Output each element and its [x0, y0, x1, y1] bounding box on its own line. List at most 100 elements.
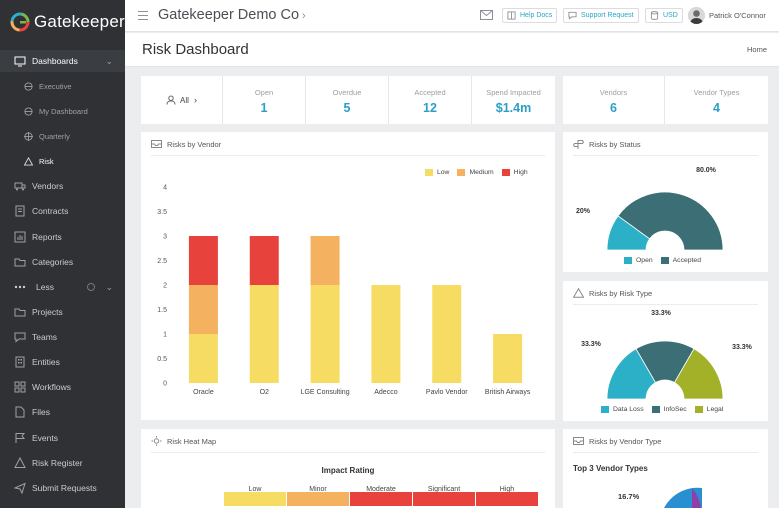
breadcrumb[interactable]: Home	[746, 45, 767, 54]
legend-item-legal[interactable]: Legal	[694, 406, 723, 413]
active-nav-highlight	[0, 50, 125, 72]
bar-segment[interactable]	[188, 334, 218, 383]
bar-segment[interactable]	[493, 334, 523, 383]
stat-label: Accepted	[414, 88, 446, 97]
heatmap-cell[interactable]	[413, 492, 475, 506]
sidebar-item-reports[interactable]: Reports	[0, 226, 125, 248]
currency-button[interactable]: USD	[645, 8, 683, 23]
sidebar-item-entities[interactable]: Entities	[0, 351, 125, 373]
legend-label: Low	[437, 169, 450, 176]
heatmap-column-label: Minor	[309, 486, 327, 493]
bar-segment[interactable]	[188, 285, 218, 334]
legend-item-data-loss[interactable]: Data Loss	[601, 406, 644, 413]
stat-vendor-types[interactable]: Vendor Types 4	[665, 76, 768, 124]
bar-segment[interactable]	[310, 285, 340, 383]
sidebar-item-contracts[interactable]: Contracts	[0, 200, 125, 222]
sidebar-item-label: Quarterly	[39, 131, 70, 141]
risks-by-vendor-panel: Risks by Vendor Low Medium High 0 0.5 1 1.5…	[141, 132, 555, 420]
company-switcher[interactable]: Gatekeeper Demo Co ›	[158, 7, 306, 23]
chevron-down-icon: ⌄	[105, 281, 113, 292]
sidebar-item-workflows[interactable]: Workflows	[0, 376, 125, 398]
stat-value: 5	[343, 101, 351, 115]
stat-label: Vendors	[599, 88, 628, 97]
stat-value: 12	[423, 101, 437, 115]
bar-segment[interactable]	[249, 236, 279, 285]
gatekeeper-logo-icon	[10, 12, 30, 32]
panel-header: Risks by Status	[573, 139, 641, 149]
sidebar-item-events[interactable]: Events	[0, 427, 125, 449]
sidebar-item-my-dashboard[interactable]: My Dashboard	[0, 100, 125, 122]
bar-segment[interactable]	[249, 285, 279, 383]
legend-item-medium[interactable]: Medium	[457, 169, 494, 176]
flag-icon	[14, 432, 26, 444]
sidebar-item-risk-register[interactable]: Risk Register	[0, 452, 125, 474]
panel-title: Risks by Status	[589, 139, 641, 149]
risk-heat-map-panel: Risk Heat Map Impact Rating Low Minor Mo…	[141, 429, 555, 508]
heatmap-cell[interactable]	[224, 492, 286, 506]
sidebar-item-label: Categories	[32, 257, 74, 267]
topbar: Gatekeeper Demo Co › Help Docs Support Re…	[125, 0, 779, 32]
help-docs-button[interactable]: Help Docs	[502, 8, 558, 23]
legend-item-low[interactable]: Low	[425, 169, 449, 176]
heatmap-cell[interactable]	[287, 492, 349, 506]
pie-label: 33.3%	[732, 344, 753, 351]
bar-segment[interactable]	[188, 236, 218, 285]
risks-by-vendor-type-chart: 16.7%	[618, 487, 702, 508]
pie-label: 80.0%	[696, 167, 717, 174]
user-icon	[166, 95, 176, 105]
legend-label: Accepted	[672, 257, 701, 264]
sidebar-item-teams[interactable]: Teams	[0, 326, 125, 348]
sun-icon	[151, 436, 162, 446]
legend-item-accepted[interactable]: Accepted	[660, 257, 701, 264]
page-title: Risk Dashboard	[142, 41, 249, 58]
legend-item-high[interactable]: High	[501, 169, 528, 176]
sidebar-item-risk[interactable]: Risk	[0, 150, 125, 172]
support-request-button[interactable]: Support Request	[563, 8, 639, 23]
heatmap-cell[interactable]	[350, 492, 412, 506]
bar-segment[interactable]	[371, 285, 401, 383]
x-tick-label: O2	[260, 389, 269, 396]
avatar[interactable]	[688, 7, 705, 24]
sidebar-item-vendors[interactable]: Vendors	[0, 175, 125, 197]
sidebar-item-less[interactable]: Less ⌄	[0, 276, 125, 298]
user-name[interactable]: Patrick O'Connor	[709, 11, 766, 20]
hamburger-menu-icon[interactable]	[138, 11, 148, 20]
sidebar-item-projects[interactable]: Projects	[0, 301, 125, 323]
legend-item-infosec[interactable]: InfoSec	[651, 406, 687, 413]
stat-open[interactable]: Open 1	[223, 76, 306, 124]
stat-accepted[interactable]: Accepted 12	[389, 76, 472, 124]
legend-label: Medium	[469, 169, 494, 176]
sidebar-item-submit-requests[interactable]: Submit Requests	[0, 477, 125, 499]
pie-slice[interactable]	[673, 348, 724, 400]
app-logo[interactable]: Gatekeeper	[10, 12, 125, 32]
signpost-icon	[573, 140, 584, 149]
filter-all-button[interactable]: All ›	[141, 76, 223, 124]
sidebar-item-dashboards[interactable]: Dashboards ⌄	[0, 50, 125, 72]
y-tick-label: 4	[163, 185, 167, 192]
sidebar-item-executive[interactable]: Executive	[0, 75, 125, 97]
stat-overdue[interactable]: Overdue 5	[306, 76, 389, 124]
sidebar-item-files[interactable]: Files	[0, 401, 125, 423]
legend-item-open[interactable]: Open	[624, 257, 653, 264]
sidebar-item-label: Teams	[32, 332, 58, 342]
heatmap-cell[interactable]	[476, 492, 538, 506]
x-tick-label: Pavlo Vendor	[426, 389, 468, 396]
sidebar-item-quarterly[interactable]: Quarterly	[0, 125, 125, 147]
bar-segment[interactable]	[310, 236, 340, 285]
file-icon	[14, 406, 26, 418]
heatmap-axis-title: Impact Rating	[321, 466, 375, 475]
stat-spend-impacted[interactable]: Spend Impacted $1.4m	[472, 76, 555, 124]
vendor-stats-card: Vendors 6 Vendor Types 4	[563, 76, 768, 124]
y-tick-label: 2	[163, 283, 167, 290]
pie-label: 33.3%	[581, 341, 602, 348]
stat-vendors[interactable]: Vendors 6	[563, 76, 665, 124]
bar-segment[interactable]	[432, 285, 462, 383]
warning-icon	[23, 156, 33, 166]
sidebar-item-categories[interactable]: Categories	[0, 251, 125, 273]
inbox-icon	[151, 140, 162, 148]
y-tick-label: 2.5	[157, 258, 167, 265]
sidebar: Gatekeeper Dashboards ⌄ Executive My Das…	[0, 0, 125, 508]
x-tick-label: British Airways	[485, 389, 531, 396]
pie-slice[interactable]	[617, 191, 724, 251]
mail-icon[interactable]	[480, 10, 493, 20]
